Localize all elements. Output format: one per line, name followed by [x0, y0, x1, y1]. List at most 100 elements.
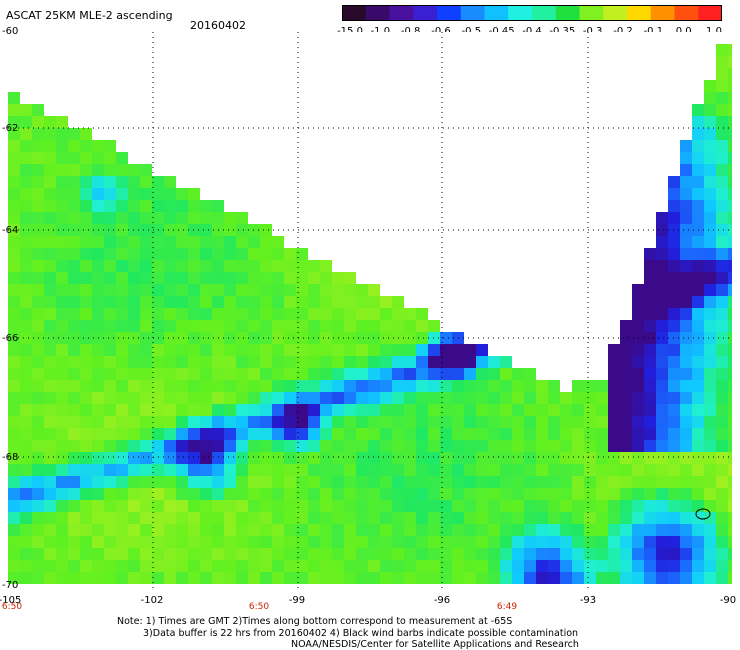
wind-cell	[680, 428, 692, 440]
wind-cell	[344, 332, 356, 344]
wind-cell	[392, 308, 404, 320]
wind-cell	[404, 476, 416, 488]
wind-cell	[56, 344, 68, 356]
wind-cell	[356, 344, 368, 356]
wind-cell	[104, 536, 116, 548]
wind-cell	[284, 248, 296, 260]
wind-cell	[8, 404, 20, 416]
wind-cell	[656, 224, 668, 236]
wind-cell	[332, 452, 344, 464]
wind-cell	[20, 572, 32, 584]
wind-cell	[728, 440, 732, 452]
wind-cell	[476, 416, 488, 428]
wind-cell	[140, 536, 152, 548]
wind-cell	[56, 452, 68, 464]
wind-cell	[632, 284, 644, 296]
wind-cell	[716, 344, 728, 356]
wind-cell	[572, 572, 584, 584]
wind-cell	[704, 392, 716, 404]
wind-cell	[224, 296, 236, 308]
wind-cell	[92, 368, 104, 380]
wind-cell	[56, 152, 68, 164]
wind-cell	[20, 260, 32, 272]
wind-cell	[656, 452, 668, 464]
wind-cell	[656, 392, 668, 404]
wind-cell	[368, 488, 380, 500]
wind-cell	[56, 164, 68, 176]
wind-cell	[68, 464, 80, 476]
wind-cell	[320, 308, 332, 320]
wind-cell	[344, 440, 356, 452]
wind-cell	[500, 404, 512, 416]
wind-cell	[476, 344, 488, 356]
wind-cell	[80, 500, 92, 512]
wind-cell	[20, 464, 32, 476]
wind-cell	[296, 440, 308, 452]
wind-cell	[668, 464, 680, 476]
wind-cell	[668, 188, 680, 200]
wind-cell	[380, 404, 392, 416]
wind-cell	[524, 560, 536, 572]
wind-cell	[128, 500, 140, 512]
wind-cell	[704, 320, 716, 332]
wind-cell	[692, 416, 704, 428]
wind-cell	[32, 524, 44, 536]
wind-cell	[236, 224, 248, 236]
wind-cell	[32, 476, 44, 488]
wind-cell	[536, 428, 548, 440]
wind-cell	[728, 344, 732, 356]
wind-cell	[152, 344, 164, 356]
wind-cell	[176, 404, 188, 416]
wind-cell	[500, 524, 512, 536]
wind-cell	[416, 524, 428, 536]
wind-cell	[632, 464, 644, 476]
colorbar-label: -0.6	[431, 26, 451, 37]
wind-cell	[680, 248, 692, 260]
wind-cell	[548, 464, 560, 476]
wind-cell	[224, 416, 236, 428]
wind-cell	[116, 248, 128, 260]
wind-cell	[104, 404, 116, 416]
wind-cell	[248, 248, 260, 260]
wind-cell	[524, 428, 536, 440]
wind-cell	[176, 188, 188, 200]
wind-cell	[236, 368, 248, 380]
wind-cell	[692, 368, 704, 380]
colorbar-label: -0.8	[400, 26, 421, 37]
wind-cell	[176, 440, 188, 452]
wind-cell	[272, 368, 284, 380]
wind-cell	[68, 248, 80, 260]
wind-cell	[368, 368, 380, 380]
wind-cell	[344, 404, 356, 416]
wind-cell	[584, 536, 596, 548]
wind-cell	[200, 476, 212, 488]
wind-cell	[512, 524, 524, 536]
wind-cell	[164, 344, 176, 356]
wind-cell	[80, 152, 92, 164]
wind-cell	[668, 560, 680, 572]
wind-cell	[452, 344, 464, 356]
wind-cell	[584, 524, 596, 536]
wind-cell	[440, 356, 452, 368]
wind-cell	[128, 296, 140, 308]
wind-cell	[656, 332, 668, 344]
wind-cell	[692, 524, 704, 536]
wind-cell	[92, 152, 104, 164]
wind-cell	[452, 368, 464, 380]
wind-cell	[560, 488, 572, 500]
wind-cell	[488, 572, 500, 584]
wind-cell	[128, 308, 140, 320]
wind-cell	[140, 464, 152, 476]
wind-cell	[524, 536, 536, 548]
wind-cell	[284, 548, 296, 560]
wind-cell	[152, 524, 164, 536]
wind-cell	[368, 428, 380, 440]
wind-cell	[368, 572, 380, 584]
wind-cell	[704, 488, 716, 500]
wind-cell	[392, 560, 404, 572]
wind-cell	[296, 320, 308, 332]
wind-cell	[704, 344, 716, 356]
wind-cell	[20, 320, 32, 332]
wind-cell	[584, 560, 596, 572]
wind-cell	[716, 188, 728, 200]
